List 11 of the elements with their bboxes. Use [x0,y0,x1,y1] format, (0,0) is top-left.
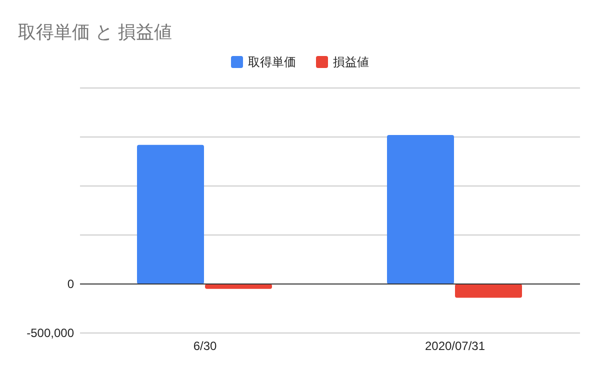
y-tick-label: -500,000 [26,326,74,340]
bar [455,284,522,298]
x-tick-label: 6/30 [193,339,217,353]
x-tick-label: 2020/07/31 [424,339,486,353]
legend-label: 損益値 [333,55,369,69]
bar [137,144,204,284]
bar [387,135,454,284]
chart-title: 取得単価 と 損益値 [18,22,172,42]
y-tick-label: 0 [67,277,74,291]
bar [205,284,272,289]
legend-label: 取得単価 [248,55,296,69]
